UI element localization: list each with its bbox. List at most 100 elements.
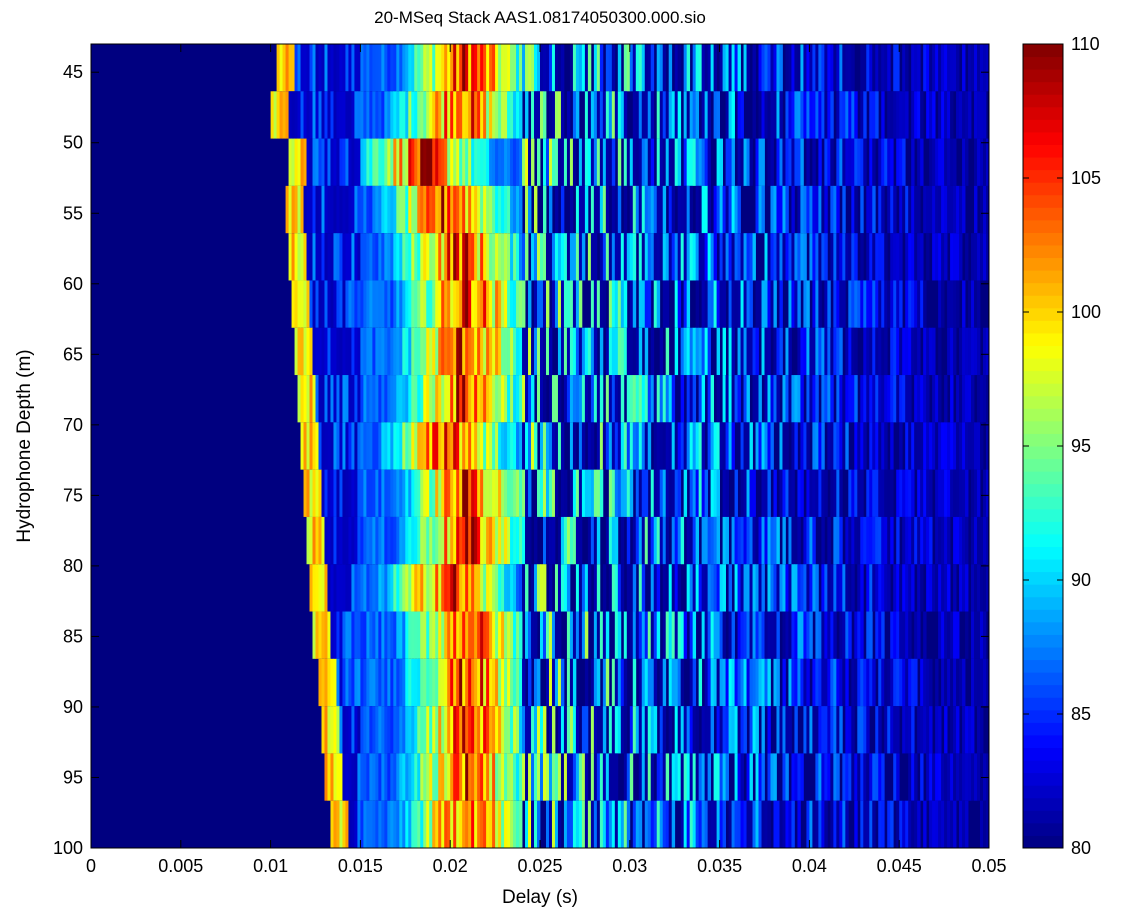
heatmap-cell	[369, 611, 373, 659]
heatmap-cell	[665, 564, 670, 612]
heatmap-cell	[462, 327, 466, 376]
heatmap-cell	[920, 375, 924, 423]
heatmap-cell	[417, 375, 421, 423]
heatmap-cell	[540, 422, 544, 470]
heatmap-cell	[707, 516, 712, 565]
heatmap-cell	[294, 91, 298, 139]
heatmap-cell	[453, 91, 457, 139]
heatmap-cell	[474, 375, 478, 423]
heatmap-cell	[551, 138, 556, 186]
heatmap-cell	[423, 138, 427, 186]
heatmap-cell	[860, 375, 864, 423]
heatmap-cell	[450, 233, 454, 281]
heatmap-cell	[390, 327, 394, 376]
heatmap-cell	[752, 658, 756, 707]
heatmap-cell	[351, 44, 355, 92]
heatmap-cell	[830, 44, 834, 92]
heatmap-cell	[752, 516, 756, 565]
heatmap-cell	[926, 422, 930, 470]
heatmap-cell	[641, 138, 646, 186]
heatmap-cell	[806, 422, 810, 470]
heatmap-cell	[575, 327, 580, 376]
heatmap-cell	[468, 44, 472, 92]
heatmap-cell	[824, 138, 828, 186]
heatmap-cell	[537, 233, 541, 281]
heatmap-cell	[483, 233, 487, 281]
heatmap-cell	[707, 185, 712, 234]
heatmap-cell	[447, 564, 451, 612]
heatmap-cell	[432, 375, 436, 423]
heatmap-cell	[294, 233, 298, 281]
heatmap-cell	[653, 611, 658, 659]
heatmap-cell	[689, 800, 694, 848]
heatmap-cell	[300, 185, 304, 234]
heatmap-cell	[611, 469, 616, 517]
heatmap-cell	[405, 91, 409, 139]
heatmap-cell	[845, 422, 849, 470]
heatmap-cell	[674, 706, 679, 754]
heatmap-cell	[474, 422, 478, 470]
heatmap-cell	[764, 44, 768, 92]
colorbar-cell	[1023, 307, 1063, 321]
heatmap-cell	[474, 753, 478, 801]
heatmap-cell	[815, 469, 819, 517]
heatmap-cell	[899, 375, 903, 423]
heatmap-cell	[683, 185, 688, 234]
heatmap-cell	[450, 44, 454, 92]
heatmap-cell	[875, 469, 879, 517]
heatmap-cell	[743, 233, 747, 281]
heatmap-cell	[414, 185, 418, 234]
heatmap-cell	[426, 185, 430, 234]
heatmap-cell	[447, 611, 451, 659]
heatmap-cell	[525, 800, 529, 848]
heatmap-cell	[629, 564, 634, 612]
heatmap-cell	[300, 280, 304, 328]
y-tick-label: 65	[63, 344, 83, 364]
heatmap-cell	[477, 375, 481, 423]
heatmap-cell	[818, 611, 822, 659]
heatmap-cell	[737, 91, 741, 139]
heatmap-cell	[572, 233, 577, 281]
heatmap-cell	[611, 280, 616, 328]
heatmap-cell	[842, 280, 846, 328]
heatmap-cell	[414, 753, 418, 801]
heatmap-cell	[719, 706, 723, 754]
heatmap-cell	[396, 564, 400, 612]
heatmap-cell	[884, 280, 888, 328]
heatmap-cell	[644, 658, 649, 707]
heatmap-cell	[821, 516, 825, 565]
heatmap-cell	[581, 327, 586, 376]
heatmap-cell	[387, 753, 391, 801]
heatmap-cell	[710, 375, 715, 423]
heatmap-cell	[746, 658, 750, 707]
heatmap-cell	[321, 375, 325, 423]
heatmap-cell	[791, 185, 795, 234]
heatmap-cell	[725, 706, 729, 754]
heatmap-cell	[983, 375, 987, 423]
heatmap-cell	[908, 800, 912, 848]
heatmap-cell	[336, 753, 340, 801]
heatmap-cell	[815, 280, 819, 328]
heatmap-cell	[321, 469, 325, 517]
heatmap-cell	[689, 327, 694, 376]
heatmap-cell	[548, 516, 553, 565]
heatmap-cell	[534, 422, 538, 470]
heatmap-cell	[360, 422, 364, 470]
heatmap-cell	[620, 516, 625, 565]
heatmap-cell	[971, 44, 975, 92]
heatmap-cell	[617, 233, 622, 281]
heatmap-cell	[426, 516, 430, 565]
heatmap-cell	[390, 280, 394, 328]
heatmap-cell	[671, 658, 676, 707]
heatmap-cell	[608, 706, 613, 754]
heatmap-cell	[522, 658, 526, 707]
heatmap-cell	[839, 564, 843, 612]
heatmap-cell	[986, 516, 990, 565]
heatmap-cell	[836, 233, 840, 281]
heatmap-cell	[719, 138, 723, 186]
heatmap-cell	[342, 375, 346, 423]
heatmap-cell	[749, 280, 753, 328]
heatmap-cell	[731, 44, 735, 92]
heatmap-cell	[309, 44, 313, 92]
heatmap-cell	[330, 658, 334, 707]
